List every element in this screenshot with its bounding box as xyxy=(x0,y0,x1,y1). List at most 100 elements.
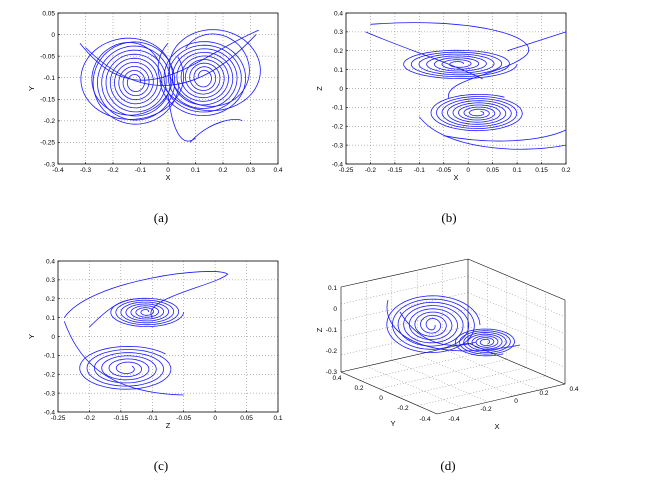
y-tick-label: 0.05 xyxy=(42,10,55,17)
x-axis-label: X xyxy=(494,422,499,431)
caption-d: (d) xyxy=(440,458,455,473)
y-tick-label: -0.2 xyxy=(332,124,344,131)
y-tick-label: 0 xyxy=(51,334,55,341)
x-tick-label: -0.1 xyxy=(147,415,159,422)
box-edge xyxy=(340,342,469,373)
y-tick-label: -0.3 xyxy=(44,161,56,168)
x-tick-label: -0.4 xyxy=(52,167,64,174)
x-tick-label: -0.2 xyxy=(84,415,96,422)
y-tick-label: 0 xyxy=(339,86,343,93)
x-tick-label: -0.3 xyxy=(80,167,92,174)
x-tick-label: 0 xyxy=(514,398,518,405)
z-tick-label: 0 xyxy=(333,306,337,313)
left-wing-curve xyxy=(92,41,180,125)
y-tick-label: 0.2 xyxy=(334,48,343,55)
panel-c: -0.25 -0.2 -0.15 -0.1 -0.05 0 0.05 0.1 -0.4 -0.3 -… xyxy=(27,258,283,430)
x-tick-label: -0.15 xyxy=(113,415,128,422)
crossing-strand-2 xyxy=(79,29,259,81)
x-tick-label: -0.25 xyxy=(51,415,66,422)
right-lobe-curve xyxy=(454,328,515,357)
lower-sweep xyxy=(63,321,184,396)
plot-frame xyxy=(57,12,279,165)
left-lobe-curve xyxy=(386,295,481,354)
x-tick-label: -0.05 xyxy=(436,167,451,174)
x-tick-label: 0.4 xyxy=(273,167,282,174)
wall-grid xyxy=(340,309,469,339)
y-tick-label: 0 xyxy=(379,395,383,402)
floor-grid xyxy=(417,375,546,406)
upper-sweep xyxy=(63,271,229,318)
upper-sweep xyxy=(370,22,530,99)
crossing-strand xyxy=(85,34,257,86)
x-tick-label: 0.05 xyxy=(240,415,253,422)
wall-grid xyxy=(340,325,469,356)
z-tick-label: -0.3 xyxy=(326,369,338,376)
x-tick-label: 0.1 xyxy=(191,167,200,174)
x-tick-label: 0.3 xyxy=(246,167,255,174)
x-axis-label: Z xyxy=(166,421,171,430)
x-tick-label: 0 xyxy=(213,415,217,422)
plot-frame xyxy=(345,12,567,165)
y-tick-label: -0.05 xyxy=(40,53,55,60)
floor-grid xyxy=(417,354,514,397)
floor-grid xyxy=(366,365,463,409)
y-tick-label: -0.25 xyxy=(40,140,55,147)
y-tick-label: -0.15 xyxy=(40,97,55,104)
y-tick-label: -0.1 xyxy=(332,105,344,112)
floor-grid xyxy=(391,360,489,403)
panel-a: -0.4 -0.3 -0.2 -0.1 0 0.1 0.2 0.3 0.4-0.3-0.25-0… xyxy=(27,10,283,182)
y-tick-label: -0.3 xyxy=(44,390,56,397)
y-tick-label: -0.2 xyxy=(44,118,56,125)
y-axis-label: Y xyxy=(27,334,36,339)
lower-spiral xyxy=(79,345,172,390)
x-tick-label: 0 xyxy=(466,167,470,174)
y-tick-label: 0.4 xyxy=(334,10,343,17)
upper-spiral xyxy=(110,297,185,328)
plot-frame xyxy=(57,260,279,413)
floor-grid xyxy=(442,348,540,391)
y-axis-edge xyxy=(436,383,566,415)
x-tick-label: 0.1 xyxy=(273,415,282,422)
x-tick-label: 0.2 xyxy=(218,167,227,174)
y-tick-label: 0.4 xyxy=(46,258,55,265)
z-tick-label: -0.2 xyxy=(326,348,338,355)
x-axis-label: X xyxy=(453,173,458,182)
x-tick-label: 0.2 xyxy=(561,167,570,174)
y-tick-label: 0.2 xyxy=(354,385,363,392)
floor-grid xyxy=(398,367,527,398)
x-tick-label: -0.05 xyxy=(176,415,191,422)
x-tick-label: -0.4 xyxy=(448,416,460,423)
z-tick-label: 0.1 xyxy=(328,285,337,292)
y-tick-label: -0.2 xyxy=(44,372,56,379)
box-edge xyxy=(467,258,566,301)
caption-c: (c) xyxy=(154,458,168,473)
z-axis-label: Z xyxy=(315,327,324,332)
x-tick-label: 0.2 xyxy=(539,390,548,397)
y-tick-label: 0.2 xyxy=(46,296,55,303)
box-edge xyxy=(340,258,469,288)
y-tick-label: -0.2 xyxy=(397,405,409,412)
y-tick-label: -0.1 xyxy=(44,353,56,360)
x-tick-label: 0.4 xyxy=(569,386,578,393)
caption-b: (b) xyxy=(441,210,456,225)
wall-grid xyxy=(467,325,566,368)
z-tick-label: -0.1 xyxy=(326,327,338,334)
x-tick-label: 0 xyxy=(166,167,170,174)
right-wing-curve xyxy=(159,41,247,117)
x-tick-label: -0.1 xyxy=(414,167,426,174)
wall-grid xyxy=(467,275,566,318)
wall-grid xyxy=(340,275,469,305)
x-tick-label: -0.25 xyxy=(339,167,354,174)
x-tick-label: -0.2 xyxy=(107,167,119,174)
right-wing-outer xyxy=(157,29,261,112)
lower-strand xyxy=(167,94,196,142)
wall-grid xyxy=(467,309,566,351)
caption-a: (a) xyxy=(154,210,168,225)
y-tick-label: -0.3 xyxy=(332,142,344,149)
exit-line xyxy=(507,31,567,52)
y-tick-label: 0.4 xyxy=(332,375,341,382)
diagonal-sweep xyxy=(365,31,484,80)
x-tick-label: -0.2 xyxy=(365,167,377,174)
x-tick-label: 0.15 xyxy=(535,167,548,174)
